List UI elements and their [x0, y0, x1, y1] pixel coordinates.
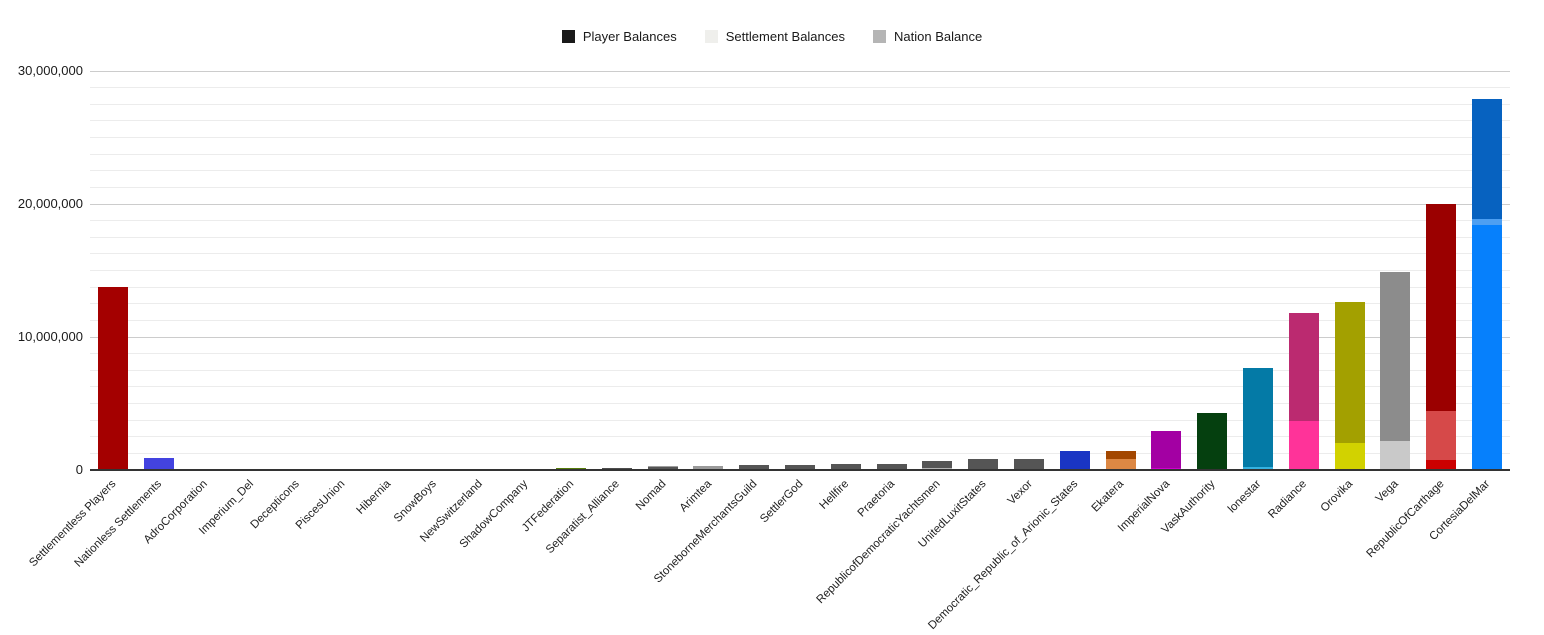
gridline-major [90, 336, 1510, 338]
bar-segment[interactable] [1380, 440, 1411, 470]
gridline-minor [90, 153, 1510, 155]
gridline-minor [90, 436, 1510, 438]
bar-segment[interactable] [876, 464, 907, 470]
gridline-minor [90, 286, 1510, 288]
bar-segment[interactable] [1059, 451, 1090, 470]
bar-segment[interactable] [1334, 302, 1365, 443]
gridline-minor [90, 220, 1510, 222]
y-tick-label: 30,000,000 [17, 63, 83, 78]
gridline-minor [90, 319, 1510, 321]
gridline-minor [90, 303, 1510, 305]
bar-segment[interactable] [922, 468, 953, 470]
x-tick-label: SettlerGod [758, 478, 806, 526]
bar-segment[interactable] [601, 467, 632, 470]
x-tick-label: Democratic_Republic_of_Arionic_States [926, 478, 1081, 633]
x-tick-label: Nomad [633, 478, 669, 513]
gridline-minor [90, 170, 1510, 172]
x-tick-label: Settlementless Players [27, 478, 119, 570]
legend-item-nation-balance: Nation Balance [873, 29, 982, 44]
gridline-minor [90, 87, 1510, 89]
gridline-minor [90, 403, 1510, 404]
gridline-minor [90, 353, 1510, 355]
x-tick-label: Vexor [1005, 478, 1035, 508]
bar-segment[interactable] [1426, 411, 1457, 460]
bar-segment[interactable] [1472, 98, 1503, 220]
x-tick-label: Hibernia [354, 478, 394, 517]
bar-segment[interactable] [555, 468, 586, 470]
legend-item-settlement-balances: Settlement Balances [704, 29, 845, 44]
bar-segment[interactable] [1334, 442, 1365, 470]
y-tick-label: 20,000,000 [17, 196, 83, 211]
gridline-minor [90, 236, 1510, 238]
gridline-minor [90, 386, 1510, 388]
bar-segment[interactable] [922, 460, 953, 468]
x-tick-label: Nationless Settlements [72, 478, 165, 570]
nation-balance-swatch-icon [873, 30, 886, 43]
gridline-minor [90, 253, 1510, 255]
gridline-minor [90, 369, 1510, 371]
bar-segment[interactable] [785, 465, 815, 470]
bar-segment[interactable] [1426, 204, 1457, 412]
bar-segment[interactable] [830, 464, 861, 470]
y-tick-label: 10,000,000 [17, 329, 83, 344]
player-balances-swatch-icon [561, 30, 575, 43]
legend-item-player-balances: Player Balances [561, 29, 677, 44]
bar-segment[interactable] [1472, 219, 1503, 226]
bar-segment[interactable] [1105, 450, 1136, 459]
bar-segment[interactable] [1105, 458, 1136, 470]
settlement-balances-swatch-icon [704, 30, 718, 43]
bar-segment[interactable] [1288, 421, 1319, 470]
bar-segment[interactable] [143, 458, 174, 470]
x-tick-label: Radiance [1266, 478, 1310, 521]
bar-segment[interactable] [1380, 271, 1411, 441]
bar-segment[interactable] [647, 466, 678, 468]
bar-segment[interactable] [1197, 412, 1228, 470]
bar-segment[interactable] [97, 287, 128, 470]
x-tick-label: Orovika [1318, 478, 1356, 515]
gridline-major [90, 70, 1510, 72]
gridline-minor [90, 186, 1510, 188]
bar-segment[interactable] [647, 467, 678, 470]
legend-label: Player Balances [582, 29, 677, 44]
x-tick-label: SnowBoys [392, 478, 440, 525]
bar-segment[interactable] [1426, 460, 1457, 470]
gridline-minor [90, 137, 1510, 138]
x-tick-label: Vega [1373, 478, 1401, 506]
x-tick-label: lonestar [1226, 478, 1264, 516]
legend: Player Balances Settlement Balances Nati… [0, 29, 1544, 44]
x-tick-label: RepublicOfCarthage [1364, 478, 1447, 561]
bar-segment[interactable] [693, 466, 724, 470]
legend-label: Settlement Balances [725, 29, 845, 44]
x-tick-label: Praetoria [855, 478, 898, 520]
legend-label: Nation Balance [894, 29, 983, 44]
gridline-minor [90, 452, 1510, 454]
gridline-minor [90, 419, 1510, 421]
gridline-major [90, 203, 1510, 205]
x-tick-label: Ekatera [1089, 478, 1127, 515]
y-tick-label: 0 [75, 462, 83, 477]
bar-segment[interactable] [1472, 225, 1503, 470]
bar-segment[interactable] [968, 459, 999, 470]
bar-segment[interactable] [739, 464, 770, 470]
bar-segment[interactable] [1243, 367, 1274, 467]
gridline-minor [90, 120, 1510, 122]
bar-segment[interactable] [1288, 313, 1319, 422]
x-tick-label: Arimtea [677, 478, 714, 515]
bar-segment[interactable] [1151, 431, 1182, 469]
bar-segment[interactable] [1243, 466, 1274, 470]
x-axis-baseline [90, 469, 1510, 471]
x-tick-label: Hellfire [817, 478, 852, 512]
gridline-minor [90, 270, 1510, 271]
bar-segment[interactable] [1014, 458, 1045, 470]
gridline-minor [90, 103, 1510, 105]
